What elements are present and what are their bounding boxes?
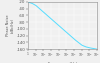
X-axis label: Frequency (Hz): Frequency (Hz) (48, 61, 77, 63)
Y-axis label: Phase Noise
(dBc/Hz): Phase Noise (dBc/Hz) (6, 15, 14, 36)
